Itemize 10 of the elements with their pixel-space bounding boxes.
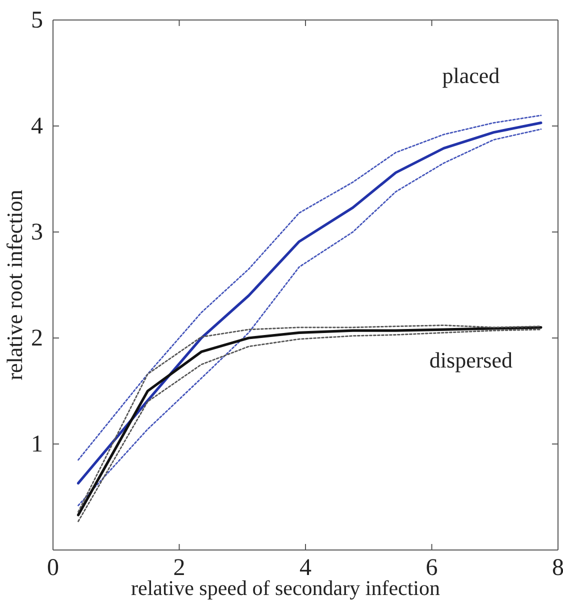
y-tick-label: 4 [31,114,43,140]
series-label: placed [442,62,500,88]
y-tick-label: 1 [31,432,43,458]
x-tick-label: 0 [47,555,59,582]
y-tick-label: 2 [31,326,43,352]
series-label: dispersed [429,347,513,372]
y-axis-title: relative root infection [2,190,27,380]
y-tick-label: 3 [31,220,43,246]
x-tick-label: 8 [552,555,563,582]
y-tick-label: 5 [31,8,43,34]
